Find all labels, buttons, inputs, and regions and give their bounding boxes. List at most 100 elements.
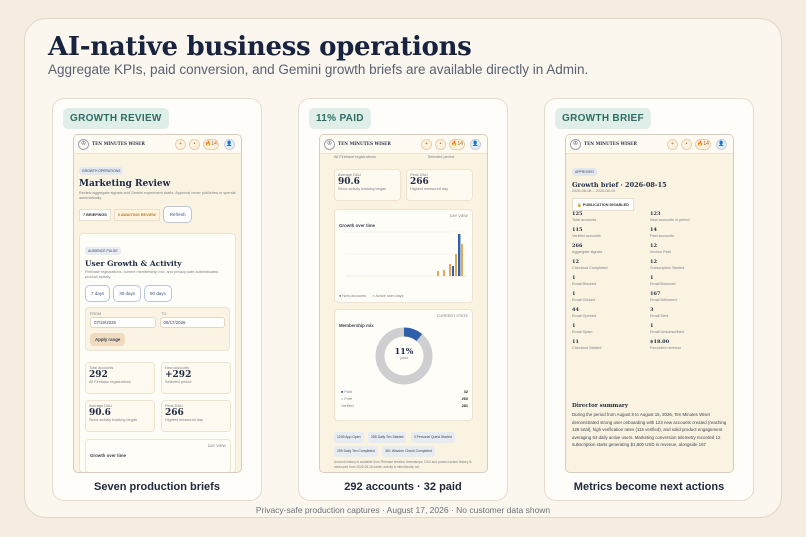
mix-row: ■ Free 260 — [341, 397, 468, 401]
brief-stat: 3 Email Sent — [650, 307, 728, 318]
metric-value: 292 — [89, 370, 108, 380]
screenshot-growth-brief: ♔ TEN MINUTES WISER + • 🔥14 👤 APPROVED G… — [565, 134, 734, 473]
brief-stat: 125 Total accounts — [572, 211, 650, 222]
app-nav: ♔ TEN MINUTES WISER + • 🔥14 👤 — [74, 135, 241, 154]
account-icon[interactable]: 👤 — [224, 139, 235, 150]
metric-label: Total accounts — [89, 366, 114, 370]
stat-value: 1 — [650, 275, 654, 281]
add-icon[interactable]: + — [667, 139, 678, 150]
streak-count: 14 — [457, 141, 463, 147]
donut-label: paid — [400, 356, 408, 360]
metric-card: Average DAU 90.6 Since activity tracking b… — [85, 400, 155, 432]
dot-icon[interactable]: • — [681, 139, 692, 150]
stat-label: Paid accounts — [650, 234, 674, 238]
streak-count: 14 — [703, 141, 709, 147]
brief-stat: 1 Email Clicked — [572, 291, 650, 302]
mix-row: ■ Paid 32 — [341, 390, 468, 394]
refresh-button[interactable]: Refresh — [162, 206, 193, 223]
streak-button[interactable]: 🔥14 — [695, 139, 711, 150]
bar — [455, 254, 457, 276]
metric-card: Average DAU 90.6 Since activity tracking b… — [334, 169, 401, 201]
bar — [461, 244, 463, 276]
awaiting-count: 0 AWAITING REVIEW — [113, 208, 160, 221]
chart-title: Growth over time — [90, 453, 127, 458]
add-icon[interactable]: + — [175, 139, 186, 150]
brand-name: TEN MINUTES WISER — [338, 141, 391, 146]
metric-note: All Firebase registrations — [334, 155, 376, 159]
brief-stat: 167 Email Delivered — [650, 291, 728, 302]
card-pill: GROWTH BRIEF — [555, 108, 651, 129]
logo-icon: ♔ — [324, 139, 335, 150]
stat-label: Subscription Started — [650, 266, 685, 270]
apply-range-button[interactable]: Apply range — [90, 333, 126, 346]
brand-name: TEN MINUTES WISER — [92, 141, 145, 146]
event-chip: 1249 App Open — [334, 432, 364, 443]
range-7-days[interactable]: 7 days — [85, 285, 111, 302]
stat-value: 167 — [650, 291, 661, 297]
metric-label: Peak DAU — [410, 173, 428, 177]
from-date-input[interactable]: 07/19/2026 — [90, 317, 156, 328]
card-pill: GROWTH REVIEW — [63, 108, 169, 129]
to-date-input[interactable]: 08/17/2026 — [159, 317, 225, 328]
brief-stats: 125 Total accounts 123 New accounts in peri… — [572, 211, 728, 350]
card-growth-review: GROWTH REVIEW ♔ TEN MINUTES WISER + • 🔥1… — [52, 98, 262, 501]
stat-label: Recorded revenue — [650, 346, 682, 350]
brief-stat: $18.00 Recorded revenue — [650, 339, 728, 350]
account-icon[interactable]: 👤 — [470, 139, 481, 150]
stat-value: 1 — [572, 275, 576, 281]
summary-text: During the period from August 8 to Augus… — [572, 412, 727, 447]
range-30-days[interactable]: 30 days — [113, 285, 142, 302]
logo-icon: ♔ — [78, 139, 89, 150]
mix-value: 32 — [463, 390, 468, 394]
bar — [449, 264, 451, 276]
dot-icon[interactable]: • — [435, 139, 446, 150]
stat-value: 266 — [572, 243, 583, 249]
chart-view-label: DAY VIEW — [449, 214, 468, 218]
brief-stat: 12 Invoice Paid — [650, 243, 728, 254]
donut-percent: 11% — [394, 346, 414, 356]
stat-label: Checkout Completed — [572, 266, 608, 270]
card-pill: 11% PAID — [309, 108, 371, 129]
stat-value: 1 — [572, 323, 576, 329]
streak-count: 14 — [211, 141, 217, 147]
stat-value: 125 — [572, 211, 583, 217]
metric-note: Selected period — [427, 155, 454, 159]
growth-chart-panel: Growth over time DAY VIEW — [85, 439, 231, 472]
stat-value: 12 — [650, 259, 657, 265]
metric-note: Highest measured day — [410, 187, 448, 191]
stat-label: New accounts in period — [650, 218, 690, 222]
range-90-days[interactable]: 90 days — [144, 285, 172, 302]
metric-label: Average DAU — [338, 173, 362, 177]
add-icon[interactable]: + — [421, 139, 432, 150]
brief-stat: 1 Email Spam — [572, 323, 650, 334]
stat-label: Email Spam — [572, 330, 593, 334]
history-note: Account history is available from Fireba… — [334, 460, 472, 469]
card-paid: 11% PAID ♔ TEN MINUTES WISER + • 🔥14 👤 A… — [298, 98, 508, 501]
card-growth-brief: GROWTH BRIEF ♔ TEN MINUTES WISER + • 🔥14… — [544, 98, 754, 501]
streak-button[interactable]: 🔥14 — [203, 139, 219, 150]
section-tag: GROWTH OPERATIONS — [79, 167, 124, 175]
hero-subtitle: Aggregate KPIs, paid conversion, and Gem… — [48, 62, 589, 77]
event-chip: 255 Daily Ten Started — [368, 432, 407, 443]
hero-title: AI-native business operations — [48, 32, 472, 62]
brief-stat: 12 Checkout Completed — [572, 259, 650, 270]
donut-paid — [375, 327, 433, 385]
dot-icon[interactable]: • — [189, 139, 200, 150]
brief-stat: 44 Email Opened — [572, 307, 650, 318]
audience-pulse-panel: AUDIENCE PULSE User Growth & Activity Fi… — [79, 233, 236, 472]
stat-value: 1 — [650, 323, 654, 329]
stat-value: 44 — [572, 307, 579, 313]
bar — [452, 266, 454, 276]
stat-label: Verified accounts — [572, 234, 601, 238]
metric-note: Since activity tracking began — [338, 187, 387, 191]
brief-title: Growth brief · 2026-08-15 — [572, 181, 667, 189]
account-icon[interactable]: 👤 — [716, 139, 727, 150]
metric-note: Since activity tracking began — [89, 418, 138, 422]
metric-card: Peak DAU 266 Highest measured day — [161, 400, 231, 432]
brief-stat: 14 Paid accounts — [650, 227, 728, 238]
streak-button[interactable]: 🔥14 — [449, 139, 465, 150]
brief-stat: 266 Aggregate signals — [572, 243, 650, 254]
stat-label: Email Opened — [572, 314, 597, 318]
publication-status: 🔒 PUBLICATION DISABLED — [572, 198, 634, 211]
bar — [437, 271, 439, 276]
